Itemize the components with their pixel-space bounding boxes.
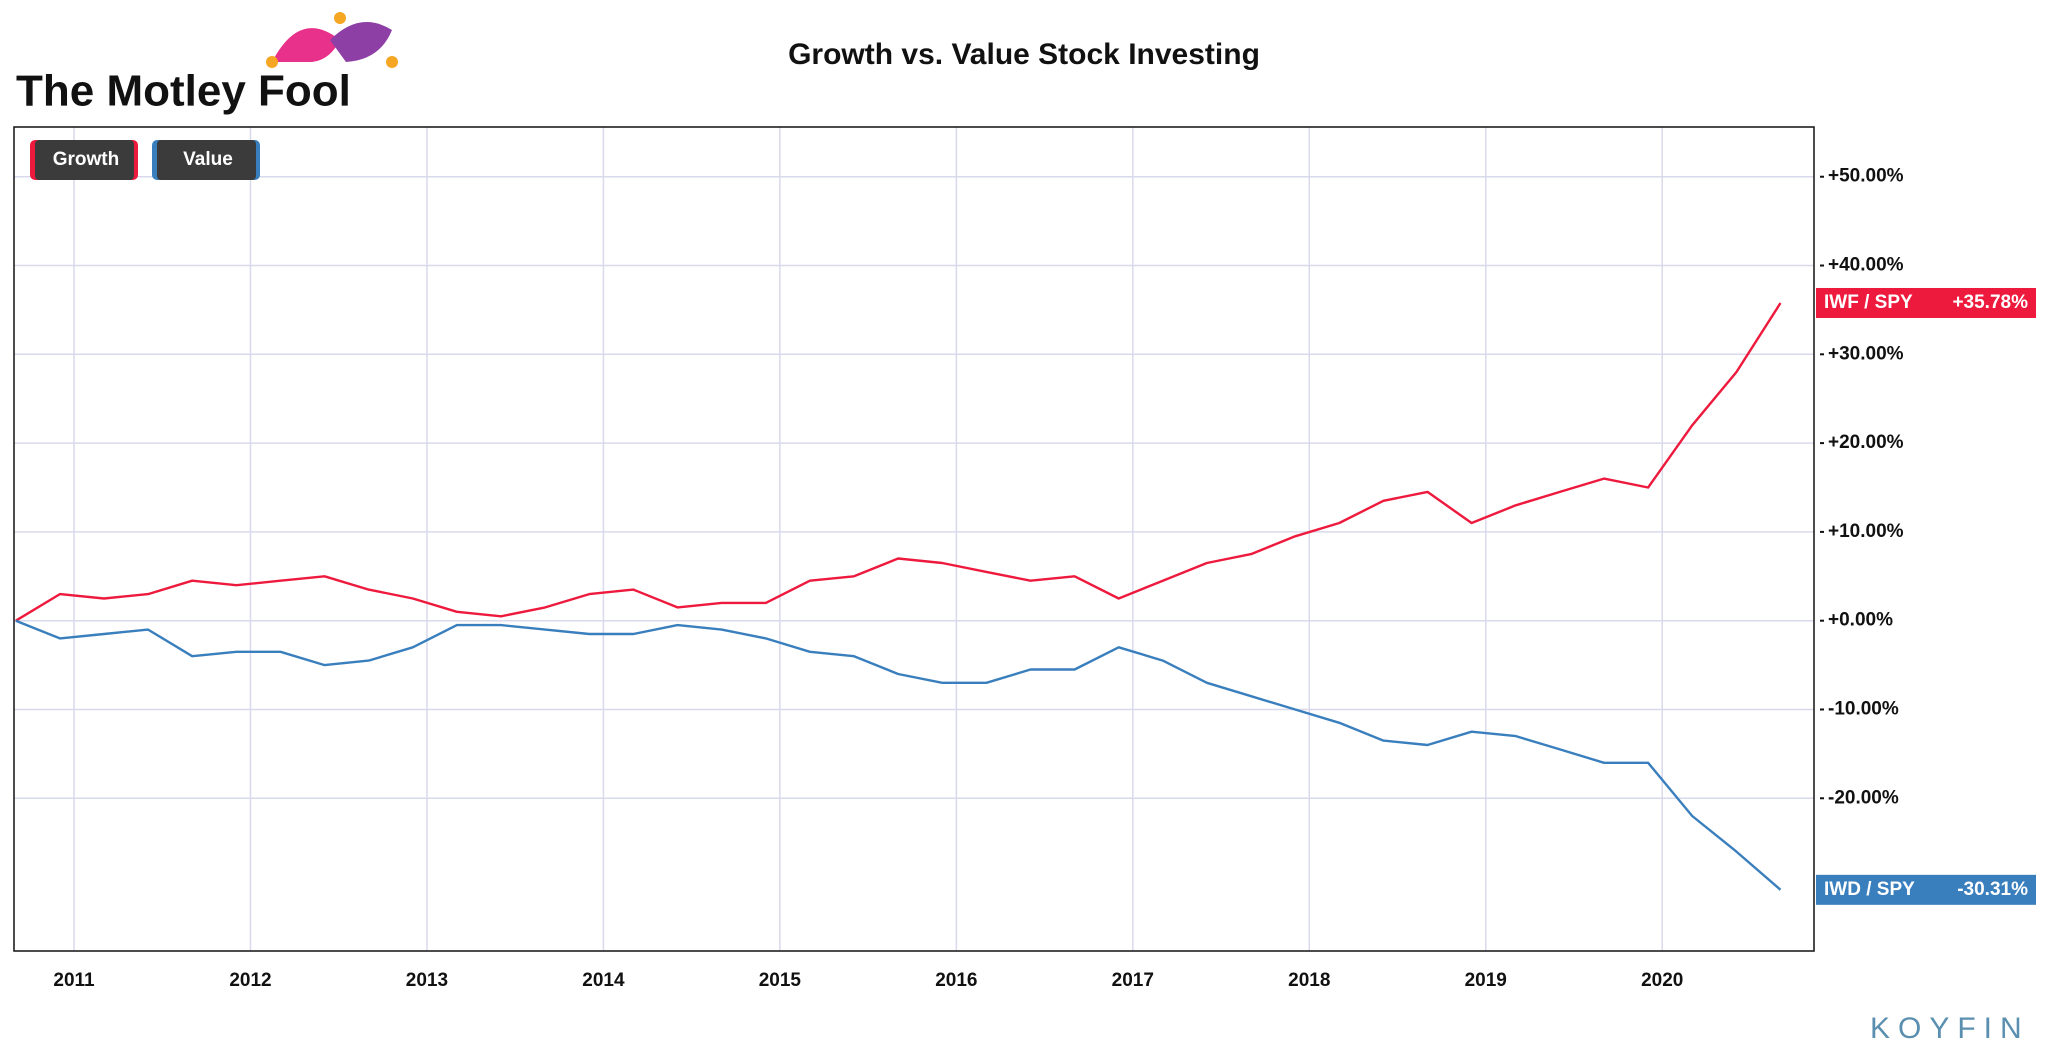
y-tick-label: +30.00% <box>1828 343 1904 364</box>
end-tag <box>1816 287 2036 318</box>
end-tag-ticker: IWF / SPY <box>1824 292 1913 313</box>
y-tick-label: +20.00% <box>1828 432 1904 453</box>
legend-label: Growth <box>53 149 120 170</box>
x-tick-label: 2018 <box>1288 970 1330 991</box>
series-line <box>15 619 1782 891</box>
x-tick-label: 2015 <box>759 970 802 991</box>
y-tick-label: +0.00% <box>1828 610 1893 631</box>
x-tick-label: 2017 <box>1112 970 1154 991</box>
y-tick-label: -20.00% <box>1828 787 1899 808</box>
series-line <box>15 302 1782 622</box>
legend-label: Value <box>183 149 233 170</box>
x-tick-label: 2013 <box>406 970 448 991</box>
x-tick-label: 2012 <box>229 970 271 991</box>
x-tick-label: 2014 <box>582 970 625 991</box>
plot-frame <box>13 126 1815 952</box>
x-tick-label: 2016 <box>935 970 977 991</box>
x-tick-label: 2020 <box>1641 970 1683 991</box>
logo-hat <box>266 12 398 68</box>
end-tag-value: +35.78% <box>1952 292 2028 313</box>
logo: The Motley Fool <box>16 67 351 116</box>
y-tick-label: +50.00% <box>1828 166 1904 187</box>
watermark: KOYFIN <box>1870 1012 2030 1045</box>
end-tag-value: -30.31% <box>1957 879 2028 900</box>
end-tag-ticker: IWD / SPY <box>1824 879 1915 900</box>
legend-item[interactable] <box>157 140 256 180</box>
x-tick-label: 2011 <box>53 970 95 991</box>
y-tick-label: +10.00% <box>1828 521 1904 542</box>
x-tick-label: 2019 <box>1465 970 1507 991</box>
y-tick-label: +40.00% <box>1828 255 1904 276</box>
chart-title: Growth vs. Value Stock Investing <box>788 38 1260 71</box>
legend-item[interactable] <box>35 140 134 180</box>
end-tag <box>1816 874 2036 905</box>
y-tick-label: -10.00% <box>1828 698 1899 719</box>
